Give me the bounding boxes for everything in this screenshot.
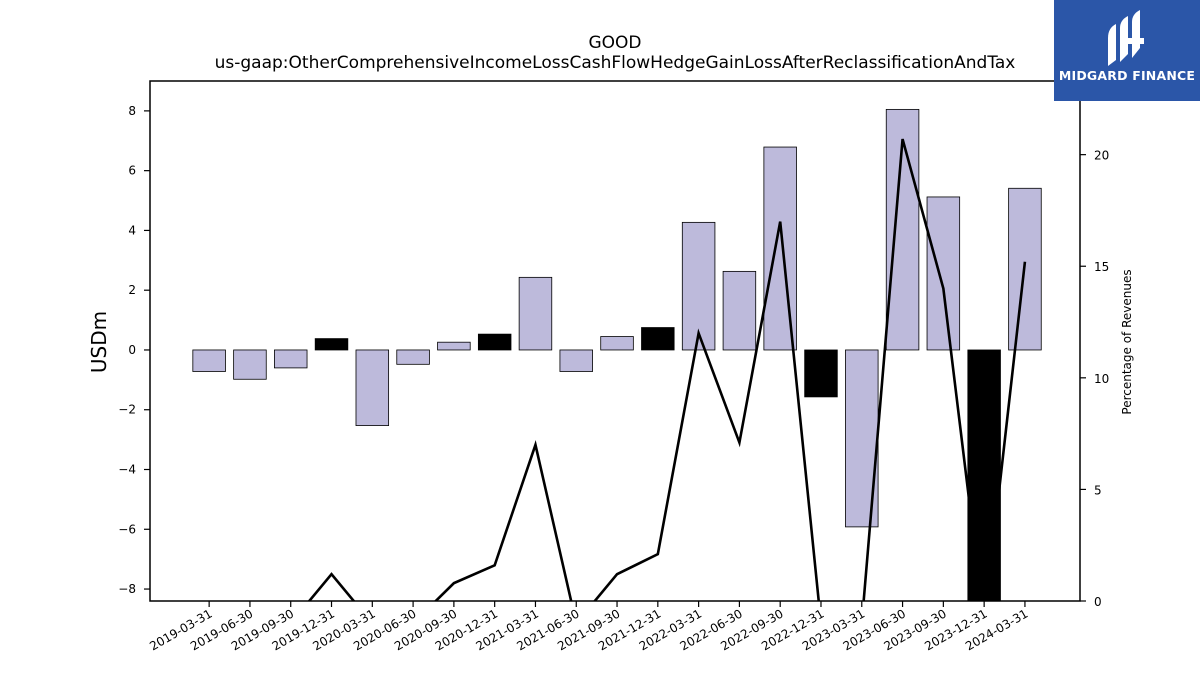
- bar-2023-09-30: [926, 196, 961, 351]
- y2-tick-label: 0: [1094, 595, 1102, 609]
- revenue-percentage-line: [307, 138, 1027, 601]
- bar-2020-06-30: [396, 349, 430, 365]
- y-tick-label: −8: [118, 582, 136, 596]
- plot-content: [192, 108, 1042, 601]
- bar-2021-03-31: [518, 276, 553, 351]
- bar-2020-09-30: [437, 341, 471, 351]
- y-tick-label: 8: [128, 104, 136, 118]
- bar-2022-06-30: [722, 270, 757, 351]
- y2-tick-label: 10: [1094, 372, 1109, 386]
- plot-frame: [149, 80, 1081, 602]
- chart-title-line1: GOOD: [588, 33, 641, 53]
- y-tick-label: −6: [118, 522, 136, 536]
- brand-name: MIDGARD FINANCE: [1058, 68, 1196, 83]
- y-tick-label: 4: [128, 223, 136, 237]
- bar-2020-03-31: [355, 349, 390, 426]
- y-tick-label: −2: [118, 403, 136, 417]
- chart-title-line2: us-gaap:OtherComprehensiveIncomeLossCash…: [215, 53, 1016, 73]
- bar-2019-03-31: [192, 349, 226, 372]
- bar-2021-09-30: [600, 336, 634, 351]
- bar-2023-12-31: [967, 349, 1001, 601]
- brand-mark-icon: [1108, 10, 1144, 66]
- bar-2022-09-30: [763, 146, 797, 351]
- y-tick-label: 2: [128, 283, 136, 297]
- bar-2019-12-31: [314, 338, 349, 351]
- y2-tick-label: 15: [1094, 260, 1109, 274]
- y2-tick-label: 20: [1094, 149, 1109, 163]
- bar-2021-06-30: [559, 349, 593, 372]
- bar-2021-12-31: [641, 327, 675, 351]
- bar-2022-12-31: [804, 349, 838, 398]
- plot-area: −8−6−4−202468051015202019-03-312019-06-3…: [118, 80, 1109, 653]
- bar-2019-06-30: [233, 349, 267, 380]
- y-tick-label: 0: [128, 343, 136, 357]
- y-axis-label: USDm: [87, 311, 111, 373]
- bar-2019-09-30: [274, 349, 308, 369]
- bar-2022-03-31: [681, 221, 716, 351]
- y2-tick-label: 5: [1094, 483, 1102, 497]
- bar-2020-12-31: [477, 333, 512, 351]
- brand-logo: MIDGARD FINANCE: [1054, 0, 1200, 101]
- y2-axis-label: Percentage of Revenues: [1120, 269, 1134, 414]
- y-tick-label: −4: [118, 463, 136, 477]
- y-tick-label: 6: [128, 164, 136, 178]
